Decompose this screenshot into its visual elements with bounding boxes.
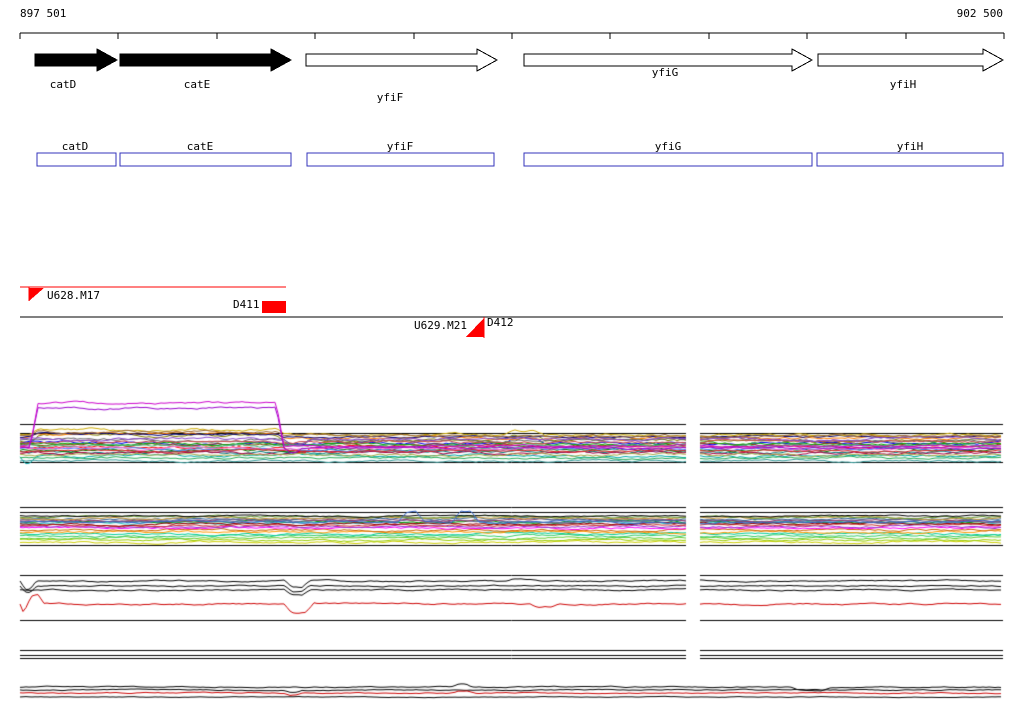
gene-label-yfiF: yfiF (376, 91, 404, 104)
primer-marker-D411[interactable] (262, 301, 286, 313)
cds-box-yfiF[interactable] (306, 152, 495, 167)
primer-label-u628-m17: U628.M17 (47, 289, 100, 302)
gene-arrow-catD[interactable] (34, 48, 119, 72)
cds-box-yfiH[interactable] (816, 152, 1004, 167)
ruler-start-coordinate: 897 501 (20, 7, 67, 20)
cds-box-yfiG[interactable] (523, 152, 813, 167)
cds-box-catE[interactable] (119, 152, 292, 167)
gene-arrow-catE[interactable] (119, 48, 293, 72)
gene-arrow-yfiF[interactable] (305, 48, 499, 72)
primer-marker-U629.M21[interactable] (466, 318, 484, 337)
primer-marker-U628.M17[interactable] (29, 288, 44, 301)
cds-label-yfiF: yfiF (386, 140, 414, 153)
gene-label-yfiG: yfiG (651, 66, 679, 79)
cds-label-catE: catE (186, 140, 214, 153)
gene-arrow-yfiH[interactable] (817, 48, 1005, 72)
cds-box-catD[interactable] (36, 152, 117, 167)
primer-label-d411: D411 (233, 298, 260, 311)
gene-label-yfiH: yfiH (889, 78, 917, 91)
ruler-end-coordinate: 902 500 (956, 7, 1003, 20)
primer-label-u629-m21: U629.M21 (414, 319, 467, 332)
gene-label-catE: catE (183, 78, 211, 91)
cds-label-yfiH: yfiH (896, 140, 924, 153)
cds-label-catD: catD (61, 140, 89, 153)
primer-label-d412: D412 (487, 316, 514, 329)
gene-label-catD: catD (49, 78, 77, 91)
cds-label-yfiG: yfiG (654, 140, 682, 153)
gene-arrow-yfiG[interactable] (523, 48, 814, 72)
